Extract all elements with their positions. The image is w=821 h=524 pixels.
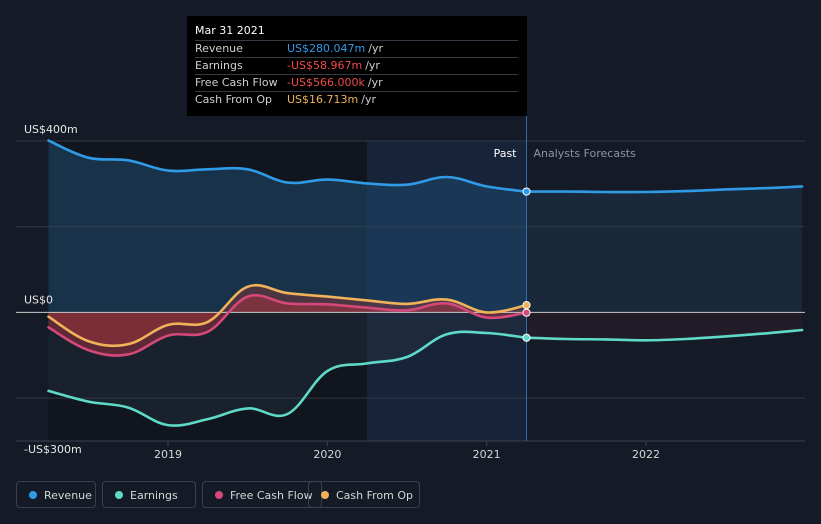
area-cash-from-op [48,285,527,346]
chart-series-lines [47,139,804,427]
legend-label: Earnings [130,489,178,502]
line-revenue-forecast [525,185,804,194]
legend-label: Cash From Op [336,489,414,502]
tooltip-value: -US$566.000k/yr [287,75,383,91]
free-cash-flow-dot-icon [215,491,223,499]
x-tick-label: 2019 [154,448,182,461]
y-tick-label: US$400m [24,123,78,136]
tooltip-row-cash-from-op: Cash From Op US$16.713m/yr [195,91,518,108]
line-revenue [47,139,528,193]
line-earnings [47,330,528,427]
cash-from-op-dot-icon [321,491,329,499]
tooltip-label: Free Cash Flow [195,76,278,89]
legend-item-earnings[interactable]: Earnings [102,481,196,508]
tooltip-unit: /yr [368,42,383,55]
area-revenue-forecast [526,186,803,313]
chart-endpoints [522,187,531,342]
tooltip-number: -US$58.967m [287,59,363,72]
area-earnings-forecast [526,312,803,341]
x-tick-label: 2022 [632,448,660,461]
endpoint-revenue [522,187,531,196]
legend-item-cash-from-op[interactable]: Cash From Op [308,481,420,508]
legend-label: Free Cash Flow [230,489,313,502]
line-free-cash-flow [47,294,528,357]
tooltip-value: -US$58.967m/yr [287,58,380,74]
endpoint-earnings [522,333,531,342]
tooltip-value: US$280.047m/yr [287,41,383,57]
tooltip-unit: /yr [365,59,380,72]
tooltip-row-revenue: Revenue US$280.047m/yr [195,40,518,57]
tooltip-row-earnings: Earnings -US$58.967m/yr [195,57,518,74]
past-label: Past [494,147,518,160]
tooltip-value: US$16.713m/yr [287,92,376,108]
tooltip-label: Revenue [195,42,243,55]
tooltip-number: US$280.047m [287,42,366,55]
tooltip: Mar 31 2021 Revenue US$280.047m/yr Earni… [187,16,527,116]
y-tick-label: -US$300m [24,443,82,456]
tooltip-number: US$16.713m [287,93,359,106]
x-tick-label: 2021 [473,448,501,461]
x-tick-label: 2020 [313,448,341,461]
revenue-dot-icon [29,491,37,499]
tooltip-row-free-cash-flow: Free Cash Flow -US$566.000k/yr [195,74,518,91]
legend-item-free-cash-flow[interactable]: Free Cash Flow [202,481,322,508]
tooltip-unit: /yr [367,76,383,89]
chart-gridlines [16,116,805,446]
tooltip-unit: /yr [361,93,376,106]
area-earnings [48,312,527,426]
line-earnings-forecast [525,328,804,342]
tooltip-label: Earnings [195,59,243,72]
line-cash-from-op [47,283,528,348]
forecast-label: Analysts Forecasts [534,147,637,160]
tooltip-label: Cash From Op [195,93,273,106]
endpoint-free-cash-flow [522,308,531,317]
legend-item-revenue[interactable]: Revenue [16,481,96,508]
tooltip-date: Mar 31 2021 [195,24,265,37]
chart-text-layer: US$400m US$0 -US$300m 2019 2020 2021 2022 Past A… [24,123,660,461]
endpoint-cash-from-op [522,301,531,310]
tooltip-number: -US$566.000k [287,76,365,89]
legend-label: Revenue [44,489,92,502]
y-tick-label: US$0 [24,293,53,306]
earnings-dot-icon [115,491,123,499]
